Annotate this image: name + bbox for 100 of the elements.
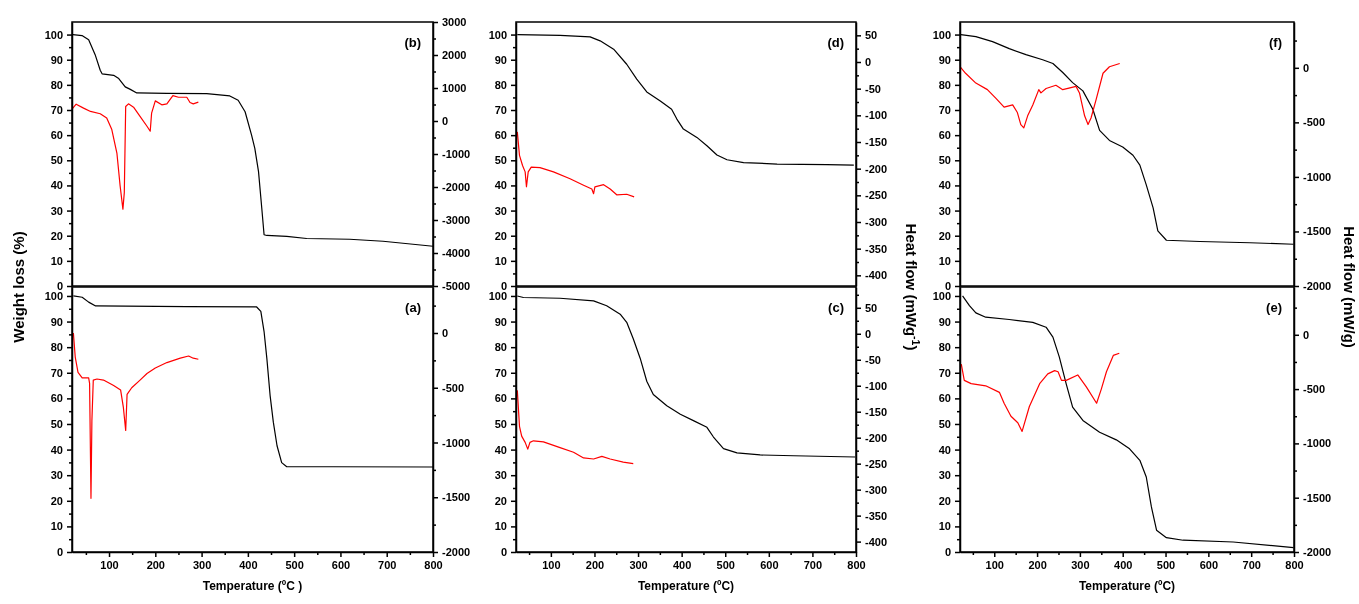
y-tick-label: 20	[494, 494, 507, 507]
line-series	[959, 62, 1121, 129]
y2-tick-label: -500	[442, 381, 465, 394]
y2-tick-label: 2000	[442, 49, 467, 62]
x-tick-label: 200	[146, 558, 165, 571]
y-tick-label: 80	[938, 341, 951, 354]
y-tick-label: 90	[938, 315, 951, 328]
y2-tick-label: 50	[865, 301, 878, 314]
y-tick-label: 60	[938, 129, 951, 142]
y2-tick-label: -100	[865, 379, 888, 392]
x-tick-label: 400	[1114, 558, 1133, 571]
y-tick-label: 40	[50, 443, 63, 456]
x-tick-label: 800	[424, 558, 443, 571]
x-tick-label: 400	[239, 558, 258, 571]
y-tick-label: 40	[494, 179, 507, 192]
y-tick-label: 60	[50, 392, 63, 405]
y2-tick-label: -200	[865, 431, 888, 444]
text: (c)	[828, 300, 844, 315]
y-tick-label: 80	[494, 78, 507, 91]
y-tick-label: 10	[938, 520, 951, 533]
x-tick-label: 200	[1028, 558, 1047, 571]
y-tick-label: 10	[50, 520, 63, 533]
y-tick-label: 100	[932, 28, 951, 41]
y2-tick-label: -500	[1303, 383, 1326, 396]
y2-tick-label: -300	[865, 483, 888, 496]
text: (d)	[827, 35, 844, 50]
y2-tick-label: -1000	[1303, 437, 1332, 450]
y-tick-label: 20	[938, 494, 951, 507]
y2-tick-label: 50	[865, 29, 878, 42]
y-tick-label: 60	[494, 129, 507, 142]
y-tick-label: 20	[938, 229, 951, 242]
x-tick-label: 700	[803, 558, 823, 571]
y-tick-label: 80	[938, 78, 951, 91]
y-tick-label: 60	[50, 129, 63, 142]
x-axis-title: Temperature (ºC)	[1078, 579, 1176, 593]
y-tick-label: 80	[50, 341, 63, 354]
y-tick-label: 70	[938, 366, 951, 379]
line-series	[516, 389, 634, 465]
y2-tick-label: -2000	[442, 546, 471, 559]
y2-tick-label: 0	[442, 327, 449, 340]
y2-axis-title: Heat flow (mW/g)	[1341, 226, 1358, 348]
y2-tick-label: -2000	[1303, 546, 1332, 559]
y2-tick-label: -1000	[442, 148, 471, 161]
x-tick-label: 400	[672, 558, 692, 571]
y2-tick-label: -2000	[442, 181, 471, 194]
x-tick-label: 600	[760, 558, 779, 571]
x-tick-label: 100	[100, 558, 119, 571]
y2-tick-label: -1500	[1303, 491, 1332, 504]
y2-tick-label: -150	[865, 136, 888, 149]
y-tick-label: 50	[50, 154, 63, 167]
x-tick-label: 100	[542, 558, 561, 571]
x-tick-label: 100	[985, 558, 1004, 571]
y2-tick-label: -300	[865, 216, 888, 229]
y-tick-label: 90	[50, 315, 63, 328]
y-tick-label: 30	[938, 469, 951, 482]
line-series	[516, 131, 635, 198]
y2-tick-label: -500	[1303, 116, 1326, 129]
y2-tick-label: 0	[865, 56, 872, 69]
y-tick-label: 10	[938, 254, 951, 267]
y-tick-label: 20	[494, 229, 507, 242]
y-tick-label: 90	[494, 53, 507, 66]
y-tick-label: 0	[56, 546, 63, 559]
y2-tick-label: -250	[865, 189, 888, 202]
y2-tick-label: -1500	[442, 491, 471, 504]
y-tick-label: 80	[50, 78, 63, 91]
y2-tick-label: -5000	[442, 280, 471, 293]
y2-tick-label: -1000	[442, 436, 471, 449]
y-tick-label: 10	[50, 254, 63, 267]
y2-tick-label: -400	[865, 535, 888, 548]
y-tick-label: 70	[494, 104, 507, 117]
y2-tick-label: 0	[865, 327, 872, 340]
x-tick-label: 300	[192, 558, 212, 571]
y-tick-label: 50	[50, 418, 63, 430]
y2-tick-label: -150	[865, 405, 888, 418]
x-tick-label: 700	[378, 558, 397, 571]
y-tick-label: 10	[494, 520, 507, 533]
line-series	[960, 352, 1120, 433]
y-tick-label: 40	[938, 443, 951, 456]
y-tick-label: 50	[494, 154, 507, 167]
x-tick-label: 700	[1242, 558, 1261, 571]
y-tick-label: 50	[938, 154, 951, 167]
y-tick-label: 50	[494, 418, 507, 430]
x-tick-label: 500	[1156, 558, 1176, 571]
y-tick-label: 10	[494, 254, 507, 267]
y-tick-label: 30	[494, 204, 507, 217]
line-series	[71, 94, 199, 210]
y2-tick-label: -250	[865, 457, 888, 470]
y-tick-label: 30	[50, 204, 63, 217]
y-tick-label: 30	[494, 469, 507, 482]
y-tick-label: 30	[50, 469, 63, 482]
y2-tick-label: -1000	[1303, 170, 1332, 183]
y2-tick-label: -50	[865, 82, 881, 95]
x-axis-title: Temperature (ºC )	[202, 579, 303, 593]
y-tick-label: 60	[494, 392, 507, 405]
y-axis-title: Weight loss (%)	[10, 231, 27, 343]
x-tick-label: 600	[331, 558, 351, 571]
y2-tick-label: -4000	[442, 247, 471, 260]
y-tick-label: 40	[50, 179, 63, 192]
y2-tick-label: 0	[1303, 328, 1310, 341]
y-tick-label: 90	[50, 53, 63, 66]
